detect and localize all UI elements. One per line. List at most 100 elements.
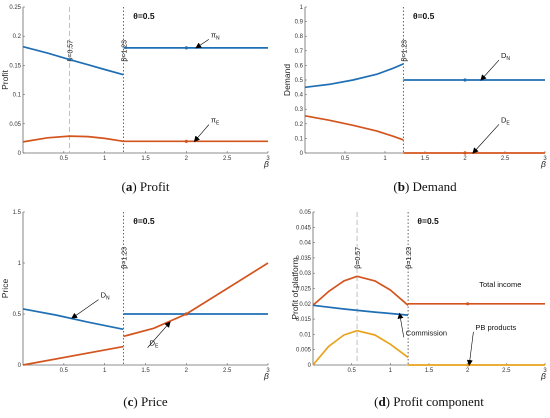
x-tick-label: 1 <box>103 368 107 374</box>
annotation-main: π <box>211 30 216 39</box>
y-axis-label: Price <box>0 279 10 299</box>
annotation-arrow <box>193 124 210 143</box>
cutoff-label: β=1.23 <box>121 40 128 62</box>
x-tick-label: 0.5 <box>341 156 350 162</box>
caption-open-paren: ( <box>374 394 378 409</box>
series-marker <box>466 302 470 306</box>
annotation-main: D <box>501 115 507 124</box>
theta-label: θ=0.5 <box>133 216 155 226</box>
annotation-subscript: E <box>155 344 159 350</box>
y-tick-label: 0.9 <box>295 20 304 26</box>
y-tick-label: 0.5 <box>13 312 22 318</box>
caption-text: ) Profit <box>132 179 170 194</box>
y-tick-label: 0.7 <box>295 49 304 55</box>
x-tick-label: 3 <box>266 156 270 162</box>
y-tick-label: 0.02 <box>299 302 311 308</box>
x-tick-label: 1.5 <box>421 156 430 162</box>
y-tick-label: 0 <box>300 151 304 157</box>
x-tick-label: 3 <box>543 368 547 374</box>
x-tick-label: 2 <box>185 368 189 374</box>
caption-letter: a <box>126 179 133 194</box>
y-tick-label: 0.2 <box>13 34 22 40</box>
y-tick-label: 0.6 <box>295 63 304 69</box>
series-line <box>304 114 404 141</box>
y-tick-label: 0.005 <box>296 348 312 354</box>
caption-letter: c <box>128 394 134 409</box>
y-tick-label: 0.035 <box>296 256 312 262</box>
x-tick-label: 0.5 <box>60 368 69 374</box>
y-axis-label: Profit <box>0 69 10 89</box>
y-tick-label: 0 <box>308 363 312 369</box>
panel-c: 00.511.50.5 1 1.5 2 2.5 3Priceβθ=0.5β=1.23DND… <box>0 210 270 409</box>
x-tick-label: 2.5 <box>223 368 232 374</box>
x-tick-label: 2 <box>466 368 470 374</box>
series-marker <box>466 363 470 367</box>
panel-d: 0 0.005 0.01 0.015 0.02 0.025 0.03 0.035 0.04 0.0… <box>290 210 547 409</box>
x-tick-label: 0.5 <box>347 368 356 374</box>
series-line <box>304 63 404 89</box>
x-tick-label: 3 <box>266 368 270 374</box>
y-tick-label: 0.15 <box>9 63 21 69</box>
theta-label: θ=0.5 <box>413 11 435 21</box>
annotation-subscript: E <box>216 121 220 127</box>
annotation-label: πN <box>211 30 220 41</box>
y-tick-label: 0.25 <box>9 5 21 11</box>
x-tick-label: 0.5 <box>60 156 69 162</box>
annotation-subscript: N <box>506 56 510 62</box>
x-tick-label: 2 <box>185 156 189 162</box>
caption-text: ) Profit component <box>386 394 485 409</box>
annotation-arrow <box>397 312 405 338</box>
y-tick-label: 1.5 <box>13 210 22 216</box>
x-tick-label: 1 <box>383 156 387 162</box>
panel-b: 0 0.1 0.2 0.3 0.4 0.5 0.6 0.7 0.8 0.9 1 0.5 1 1.5 2 2.5… <box>282 5 547 194</box>
y-tick-label: 0.03 <box>299 271 311 277</box>
y-tick-label: 0.04 <box>299 241 311 247</box>
series-marker <box>463 151 467 155</box>
y-tick-label: 0.025 <box>296 287 312 293</box>
series-line <box>312 329 409 366</box>
panel-caption: (a) Profit <box>121 179 169 194</box>
annotation-arrow <box>147 321 171 348</box>
annotation-label: Total income <box>479 280 521 289</box>
y-tick-label: 0 <box>18 151 22 157</box>
series-marker <box>184 139 188 143</box>
y-tick-label: 0.1 <box>13 93 22 99</box>
caption-open-paren: ( <box>393 179 397 194</box>
x-tick-label: 2.5 <box>501 156 510 162</box>
caption-text: ) Price <box>133 394 168 409</box>
series-line <box>22 135 124 143</box>
annotation-subscript: E <box>506 120 510 126</box>
annotation-subscript: N <box>216 35 220 41</box>
cutoff-label: β=1.23 <box>401 40 408 62</box>
theta-label: θ=0.5 <box>417 216 439 226</box>
theta-label: θ=0.5 <box>133 11 155 21</box>
series-marker <box>463 78 467 82</box>
annotation-main: Commission <box>406 328 447 337</box>
y-tick-label: 0.05 <box>9 122 21 128</box>
annotation-arrow <box>71 299 99 319</box>
annotation-arrow <box>472 124 500 154</box>
x-tick-label: 2 <box>463 156 467 162</box>
y-tick-label: 0.01 <box>299 332 311 338</box>
y-tick-label: 0.015 <box>296 317 312 323</box>
y-tick-label: 0.1 <box>295 136 304 142</box>
y-tick-label: 0.045 <box>296 225 312 231</box>
y-tick-label: 0.4 <box>295 93 304 99</box>
annotation-main: PB products <box>475 323 516 332</box>
annotation-label: πE <box>211 116 220 127</box>
series-line <box>123 262 269 338</box>
y-tick-label: 0.2 <box>295 122 304 128</box>
x-axis-label: β <box>263 371 269 381</box>
annotation-label: DN <box>101 291 110 302</box>
annotation-label: DE <box>150 339 159 350</box>
y-tick-label: 0.05 <box>299 210 311 216</box>
panel-caption: (b) Demand <box>393 179 457 194</box>
y-tick-label: 1 <box>300 5 304 11</box>
x-axis-label: β <box>263 159 269 169</box>
annotation-subscript: N <box>106 296 110 302</box>
series-marker <box>184 312 188 316</box>
annotation-label: DE <box>501 115 510 126</box>
caption-open-paren: ( <box>121 179 125 194</box>
x-tick-label: 1 <box>103 156 107 162</box>
